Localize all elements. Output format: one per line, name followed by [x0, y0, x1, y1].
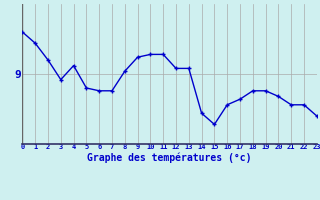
- X-axis label: Graphe des températures (°c): Graphe des températures (°c): [87, 153, 252, 163]
